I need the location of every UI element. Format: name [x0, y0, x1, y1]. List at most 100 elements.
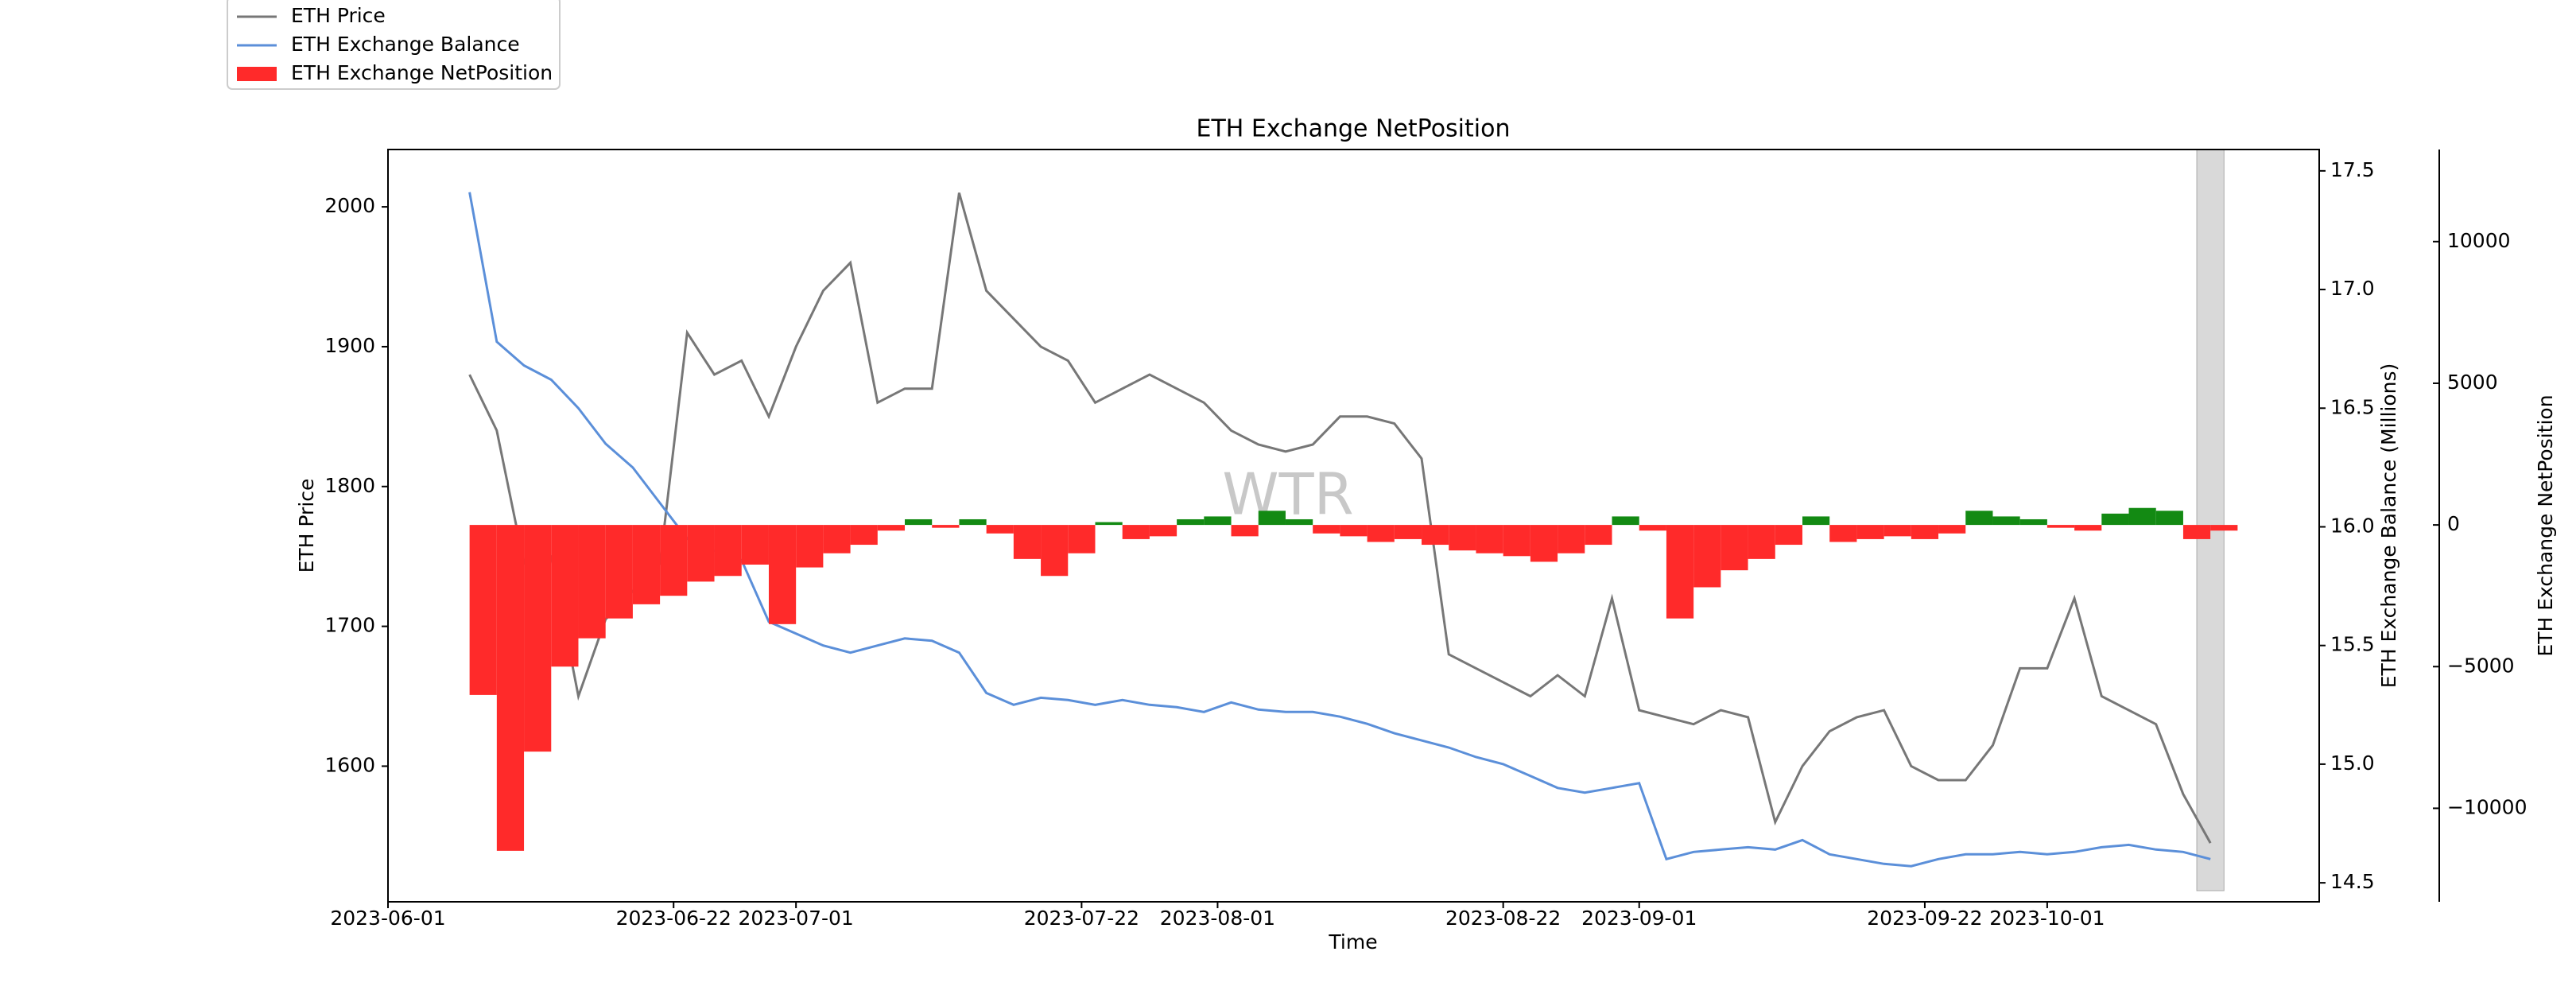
net-position-bar — [1530, 525, 1558, 562]
net-position-bar — [850, 525, 878, 546]
net-position-bar — [2101, 513, 2129, 526]
x-axis-label: Time — [1328, 930, 1377, 953]
net-position-bar — [1503, 525, 1530, 557]
net-position-bar — [1802, 516, 1830, 526]
net-position-bar — [1992, 516, 2020, 526]
net-position-bar — [1775, 525, 1802, 546]
y3-tick-label: −10000 — [2447, 795, 2527, 818]
net-position-bar — [1313, 525, 1340, 534]
net-position-bar — [551, 525, 579, 667]
series-line — [468, 192, 2212, 844]
net-position-bar — [578, 525, 606, 639]
net-position-bar — [1367, 525, 1395, 542]
x-tick-label: 2023-09-01 — [1581, 907, 1697, 930]
net-position-bar — [1965, 511, 1993, 526]
net-position-bar — [1095, 522, 1123, 526]
net-position-bar — [1558, 525, 1585, 553]
net-position-bar — [469, 525, 497, 695]
x-tick-label: 2023-09-22 — [1867, 907, 1982, 930]
y3-axis-label: ETH Exchange NetPosition — [2534, 394, 2557, 656]
net-position-bar — [2046, 525, 2075, 528]
y-tick-label: 1600 — [324, 753, 375, 776]
net-position-bar — [1476, 525, 1503, 553]
net-position-bar — [1693, 525, 1721, 588]
y-tick-label: 1900 — [324, 334, 375, 357]
series-line — [468, 192, 2211, 868]
net-position-bar — [605, 525, 633, 619]
net-position-bar — [1394, 525, 1422, 539]
net-position-bar — [932, 525, 960, 528]
net-position-bar — [1938, 525, 1966, 534]
net-position-bar — [1041, 525, 1069, 577]
net-position-bar — [2210, 525, 2238, 531]
net-position-bar — [1068, 525, 1096, 553]
legend-swatch — [237, 67, 277, 81]
y2-tick-label: 14.5 — [2330, 870, 2375, 893]
x-tick-label: 2023-10-01 — [1989, 907, 2105, 930]
net-position-bar — [1721, 525, 1748, 571]
y-tick-label: 1700 — [324, 614, 375, 637]
net-position-bar — [687, 525, 715, 582]
net-position-bar — [1829, 525, 1857, 542]
net-position-bar — [986, 525, 1014, 534]
chart-title: ETH Exchange NetPosition — [1197, 115, 1511, 143]
y-axis-label: ETH Price — [295, 479, 318, 573]
net-position-bar — [1449, 525, 1476, 551]
net-position-bar — [496, 525, 525, 851]
net-position-bar — [632, 525, 661, 604]
net-position-bar — [1285, 518, 1313, 526]
net-position-bar — [1884, 525, 1911, 537]
x-tick-label: 2023-08-22 — [1445, 907, 1561, 930]
y3-tick-label: 5000 — [2447, 371, 2498, 394]
legend-label: ETH Exchange Balance — [291, 33, 520, 56]
net-position-bar — [1639, 525, 1666, 531]
net-position-bar — [1340, 525, 1368, 537]
x-tick-label: 2023-07-22 — [1024, 907, 1139, 930]
net-position-bar — [1122, 525, 1150, 539]
net-position-bar — [1149, 525, 1177, 537]
net-position-bar — [1204, 516, 1232, 526]
x-tick-label: 2023-07-01 — [739, 907, 854, 930]
net-position-bar — [2019, 518, 2047, 526]
x-tick-label: 2023-06-22 — [616, 907, 731, 930]
net-position-bar — [1258, 511, 1286, 526]
net-position-bar — [768, 525, 797, 624]
x-tick-label: 2023-08-01 — [1160, 907, 1275, 930]
y2-tick-label: 17.5 — [2330, 158, 2375, 181]
net-position-bar — [524, 525, 552, 752]
net-position-bar — [1856, 525, 1884, 539]
net-position-bar — [2074, 525, 2102, 531]
net-position-bar — [741, 525, 769, 565]
net-position-bar — [823, 525, 851, 553]
y2-tick-label: 15.5 — [2330, 633, 2375, 656]
net-position-bar — [714, 525, 742, 577]
net-position-bar — [1911, 525, 1939, 539]
net-position-bar — [1585, 525, 1612, 546]
net-position-bar — [1748, 525, 1775, 559]
y2-tick-label: 16.5 — [2330, 395, 2375, 418]
net-position-bar — [1177, 518, 1205, 526]
y-tick-label: 1800 — [324, 474, 375, 497]
y2-tick-label: 17.0 — [2330, 277, 2375, 300]
legend-label: ETH Price — [291, 4, 386, 27]
y2-tick-label: 15.0 — [2330, 752, 2375, 775]
y3-tick-label: −5000 — [2447, 654, 2515, 677]
net-position-bar — [959, 518, 987, 526]
legend: ETH Price ETH Exchange Balance ETH Exchang… — [227, 0, 561, 90]
net-position-bar — [1666, 525, 1694, 619]
net-position-bar — [877, 525, 906, 531]
legend-label: ETH Exchange NetPosition — [291, 61, 553, 84]
watermark: WTR — [1222, 461, 1353, 528]
net-position-bar — [1231, 525, 1259, 537]
plot-frame — [387, 149, 2320, 903]
net-position-bar — [2155, 511, 2183, 526]
net-position-bar — [905, 518, 933, 526]
y2-axis-label: ETH Exchange Balance (Millions) — [2377, 363, 2400, 689]
y-tick-label: 2000 — [324, 194, 375, 217]
net-position-bar — [2128, 507, 2156, 526]
net-position-bar — [660, 525, 688, 596]
y3-tick-label: 0 — [2447, 512, 2460, 535]
net-position-bar — [1013, 525, 1042, 559]
y2-tick-label: 16.0 — [2330, 514, 2375, 537]
